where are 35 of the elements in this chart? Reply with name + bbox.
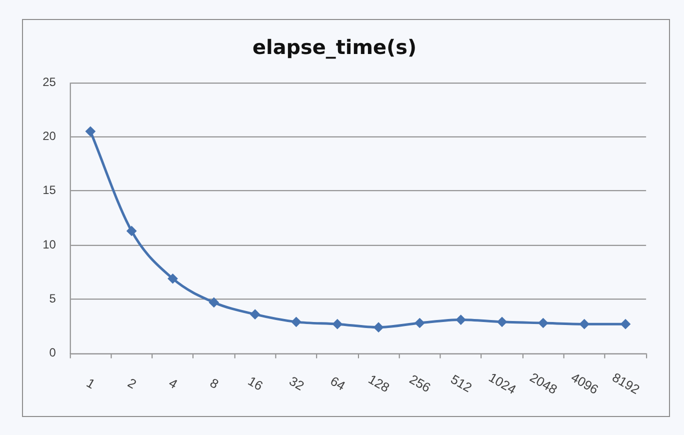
- x-tick-label: 128: [366, 371, 392, 396]
- x-tick-label: 64: [328, 373, 348, 394]
- point: [208, 297, 219, 308]
- point: [620, 319, 630, 330]
- point: [456, 314, 466, 325]
- y-tick-label: 25: [42, 74, 56, 89]
- point: [497, 316, 508, 327]
- point: [291, 316, 302, 327]
- x-tick-label: 8192: [610, 370, 642, 398]
- y-tick-label: 5: [49, 291, 56, 306]
- x-tick-label: 8: [208, 375, 222, 392]
- x-tick-label: 512: [448, 371, 474, 396]
- point: [538, 318, 548, 328]
- y-tick-label: 10: [42, 237, 56, 252]
- point: [85, 126, 96, 136]
- point: [332, 319, 342, 330]
- y-tick-label: 0: [49, 346, 56, 360]
- x-tick-label: 2048: [527, 370, 560, 398]
- x-tick-label: 1: [84, 375, 98, 392]
- point: [250, 309, 260, 320]
- x-tick-label: 32: [286, 373, 307, 394]
- point: [126, 226, 137, 236]
- x-tick-label: 16: [246, 373, 266, 394]
- y-tick-label: 15: [42, 183, 56, 198]
- chart-title: elapse_time(s): [252, 36, 417, 60]
- point: [374, 322, 384, 332]
- y-tick-label: 20: [42, 129, 56, 144]
- point: [579, 319, 590, 330]
- x-tick-label: 2: [125, 375, 139, 392]
- x-tick-label: 256: [407, 371, 434, 396]
- x-tick-label: 4: [166, 375, 180, 392]
- point: [168, 274, 178, 284]
- point: [414, 318, 425, 328]
- x-tick-label: 4096: [568, 370, 602, 398]
- x-tick-label: 1024: [486, 370, 519, 398]
